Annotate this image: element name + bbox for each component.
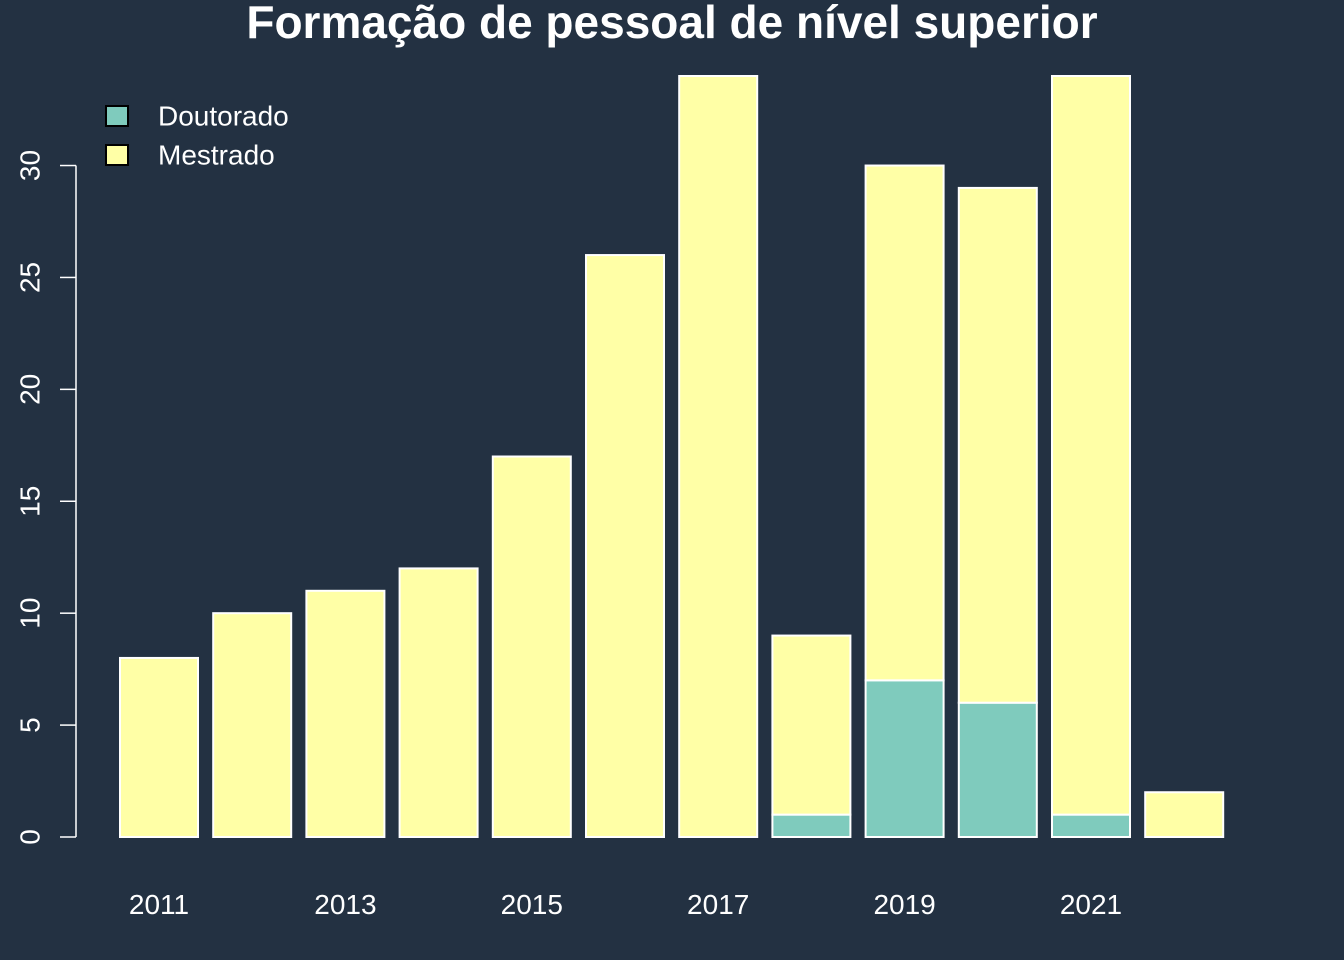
bar-mestrado-2012	[212, 612, 293, 838]
y-tick-label: 0	[15, 829, 46, 845]
legend-swatch-mestrado	[105, 144, 129, 166]
bar-doutorado-2021	[1051, 813, 1131, 839]
legend: Doutorado Mestrado	[105, 101, 289, 171]
x-tick-label: 2015	[501, 889, 563, 920]
bar-mestrado-2022	[1144, 791, 1225, 838]
bar-doutorado-2018	[771, 813, 852, 839]
y-tick-label: 15	[15, 486, 46, 517]
bar-mestrado-2016	[585, 254, 665, 838]
y-axis: 0 5 10 15 20 25 30	[15, 150, 77, 845]
legend-label-mestrado: Mestrado	[158, 140, 275, 171]
y-tick-label: 10	[15, 598, 46, 629]
bar-doutorado-2019	[864, 679, 945, 839]
x-tick-label: 2017	[687, 889, 749, 920]
bar-mestrado-2021	[1051, 75, 1131, 816]
bar-mestrado-2013	[305, 589, 386, 839]
chart-title: Formação de pessoal de nível superior	[246, 0, 1097, 48]
bar-mestrado-2014	[398, 567, 479, 838]
bars	[119, 75, 1225, 839]
bar-mestrado-2011	[119, 656, 199, 838]
x-axis: 2011 2013 2015 2017 2019 2021	[129, 889, 1122, 920]
y-tick-label: 20	[15, 374, 46, 405]
x-tick-label: 2011	[129, 889, 189, 920]
legend-swatch-doutorado	[105, 105, 129, 127]
legend-label-doutorado: Doutorado	[158, 101, 289, 132]
y-tick-label: 25	[15, 262, 46, 293]
bar-mestrado-2015	[491, 455, 572, 838]
x-tick-label: 2013	[314, 889, 376, 920]
bar-doutorado-2020	[957, 701, 1038, 838]
bar-mestrado-2017	[678, 75, 759, 838]
x-tick-label: 2021	[1060, 889, 1122, 920]
bar-mestrado-2020	[957, 186, 1038, 704]
y-tick-label: 30	[15, 150, 46, 181]
bar-mestrado-2018	[771, 634, 852, 816]
x-tick-label: 2019	[873, 889, 935, 920]
y-tick-label: 5	[15, 717, 46, 733]
bar-mestrado-2019	[864, 164, 945, 682]
